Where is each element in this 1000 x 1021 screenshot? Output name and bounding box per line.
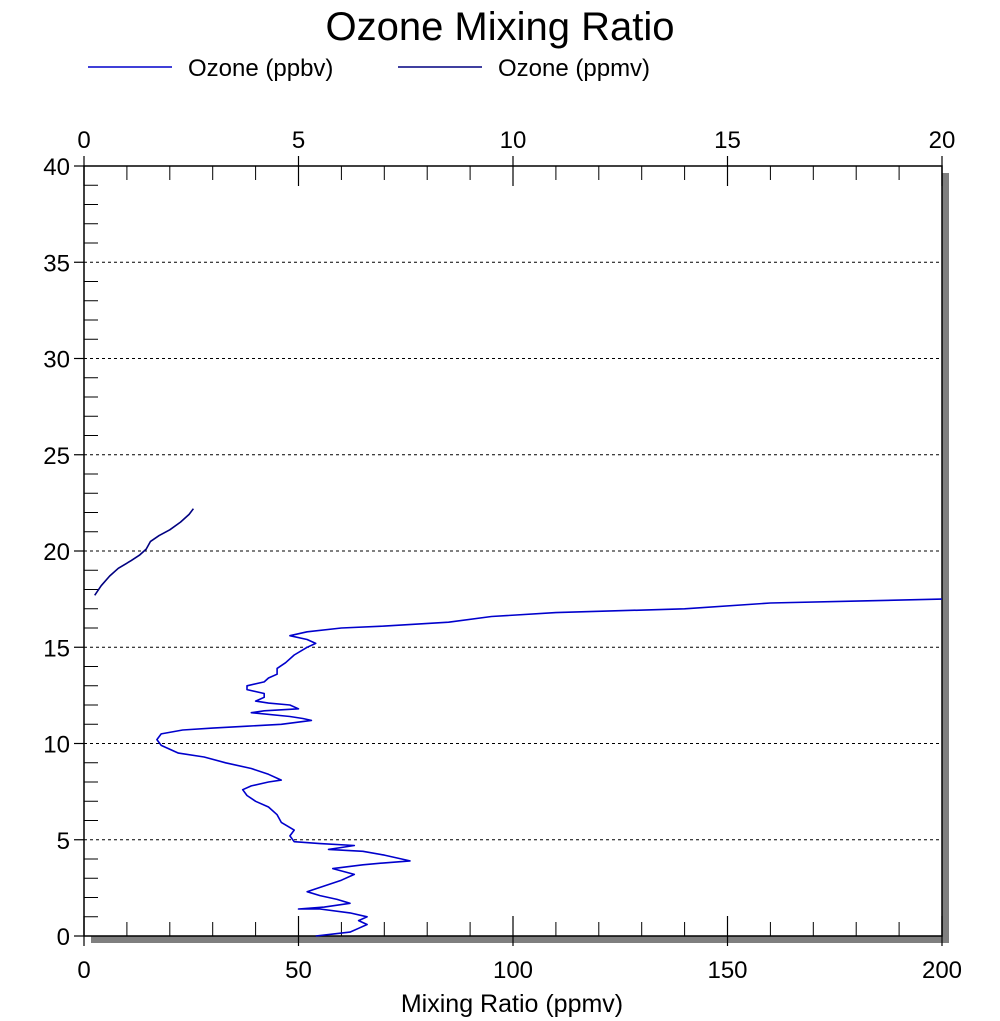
legend: Ozone (ppbv) Ozone (ppmv) — [88, 55, 650, 82]
y-tick-label: 35 — [43, 250, 70, 277]
y-tick-label: 10 — [43, 732, 70, 759]
y-tick-label: 30 — [43, 347, 70, 374]
x-bottom-tick-label: 100 — [493, 957, 533, 984]
y-tick-label: 20 — [43, 539, 70, 566]
y-tick-label: 15 — [43, 635, 70, 662]
y-axis-ticks: 0 5 10 15 20 25 30 35 40 — [43, 154, 84, 951]
chart-title: Ozone Mixing Ratio — [325, 5, 674, 49]
x-axis-label: Mixing Ratio (ppmv) — [401, 990, 623, 1018]
y-tick-label: 40 — [43, 154, 70, 181]
x-top-tick-label: 20 — [929, 127, 956, 154]
legend-label-1: Ozone (ppmv) — [498, 55, 650, 82]
series-line-0 — [156, 598, 943, 937]
x-top-tick-label: 0 — [77, 127, 90, 154]
y-tick-label: 5 — [57, 828, 70, 855]
y-tick-label: 25 — [43, 443, 70, 470]
x-axis-top-ticks: 0 5 10 15 20 — [77, 127, 955, 186]
x-bottom-tick-label: 0 — [77, 957, 90, 984]
x-axis-bottom-ticks: 0 50 100 150 200 — [77, 916, 962, 984]
x-top-tick-label: 15 — [714, 127, 741, 154]
x-top-tick-label: 10 — [500, 127, 527, 154]
y-tick-label: 0 — [57, 924, 70, 951]
plot-shadow-bottom — [91, 936, 949, 943]
x-bottom-tick-label: 150 — [707, 957, 747, 984]
series-line-1 — [94, 508, 195, 596]
x-bottom-tick-label: 200 — [922, 957, 962, 984]
x-top-tick-label: 5 — [292, 127, 305, 154]
x-bottom-tick-label: 50 — [285, 957, 312, 984]
gridlines — [84, 261, 942, 841]
legend-label-0: Ozone (ppbv) — [188, 55, 333, 82]
series-layer — [94, 508, 943, 937]
plot-shadow-right — [942, 173, 949, 943]
